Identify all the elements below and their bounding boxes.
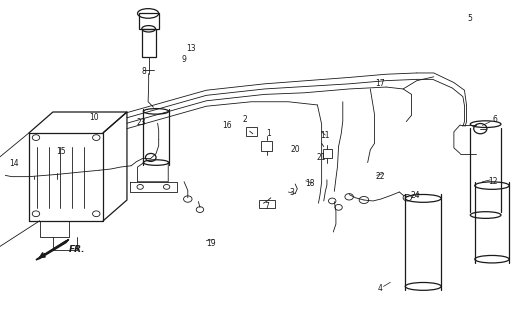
- Text: 7: 7: [264, 202, 270, 211]
- Text: 5: 5: [467, 14, 472, 23]
- Text: 22: 22: [375, 172, 385, 181]
- Text: 16: 16: [223, 121, 232, 130]
- Text: FR.: FR.: [69, 245, 85, 254]
- Text: 3: 3: [289, 188, 295, 197]
- Bar: [259, 200, 275, 208]
- Text: 18: 18: [305, 179, 314, 188]
- Text: 9: 9: [181, 55, 187, 64]
- Text: 4: 4: [377, 284, 382, 293]
- Bar: [323, 149, 332, 158]
- Bar: [261, 141, 272, 151]
- Text: 6: 6: [492, 115, 497, 124]
- Text: 21: 21: [317, 153, 326, 162]
- Text: 15: 15: [56, 147, 66, 156]
- Text: 23: 23: [137, 118, 147, 127]
- Text: 8: 8: [142, 68, 146, 76]
- Text: 2: 2: [242, 115, 247, 124]
- Polygon shape: [36, 239, 69, 260]
- Bar: [142, 29, 156, 57]
- Text: 24: 24: [411, 191, 420, 200]
- Text: 11: 11: [321, 131, 330, 140]
- Text: 19: 19: [206, 239, 215, 248]
- Text: 14: 14: [9, 159, 19, 168]
- Text: 12: 12: [488, 177, 498, 186]
- Text: 13: 13: [187, 44, 196, 53]
- Bar: [246, 127, 257, 136]
- Text: 17: 17: [375, 79, 385, 88]
- Bar: [139, 13, 159, 29]
- Text: 20: 20: [290, 145, 300, 154]
- Text: 10: 10: [89, 113, 99, 122]
- Text: 1: 1: [267, 129, 271, 138]
